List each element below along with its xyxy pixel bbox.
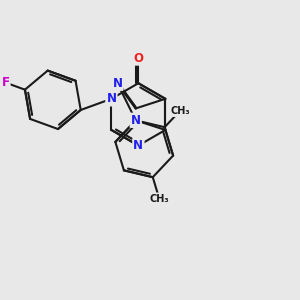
Text: CH₃: CH₃ (149, 194, 169, 203)
Text: CH₃: CH₃ (170, 106, 190, 116)
Text: N: N (134, 139, 143, 152)
Text: F: F (2, 76, 9, 89)
Text: N: N (131, 114, 141, 127)
Text: N: N (106, 92, 116, 105)
Text: O: O (134, 52, 143, 64)
Text: N: N (112, 77, 122, 90)
